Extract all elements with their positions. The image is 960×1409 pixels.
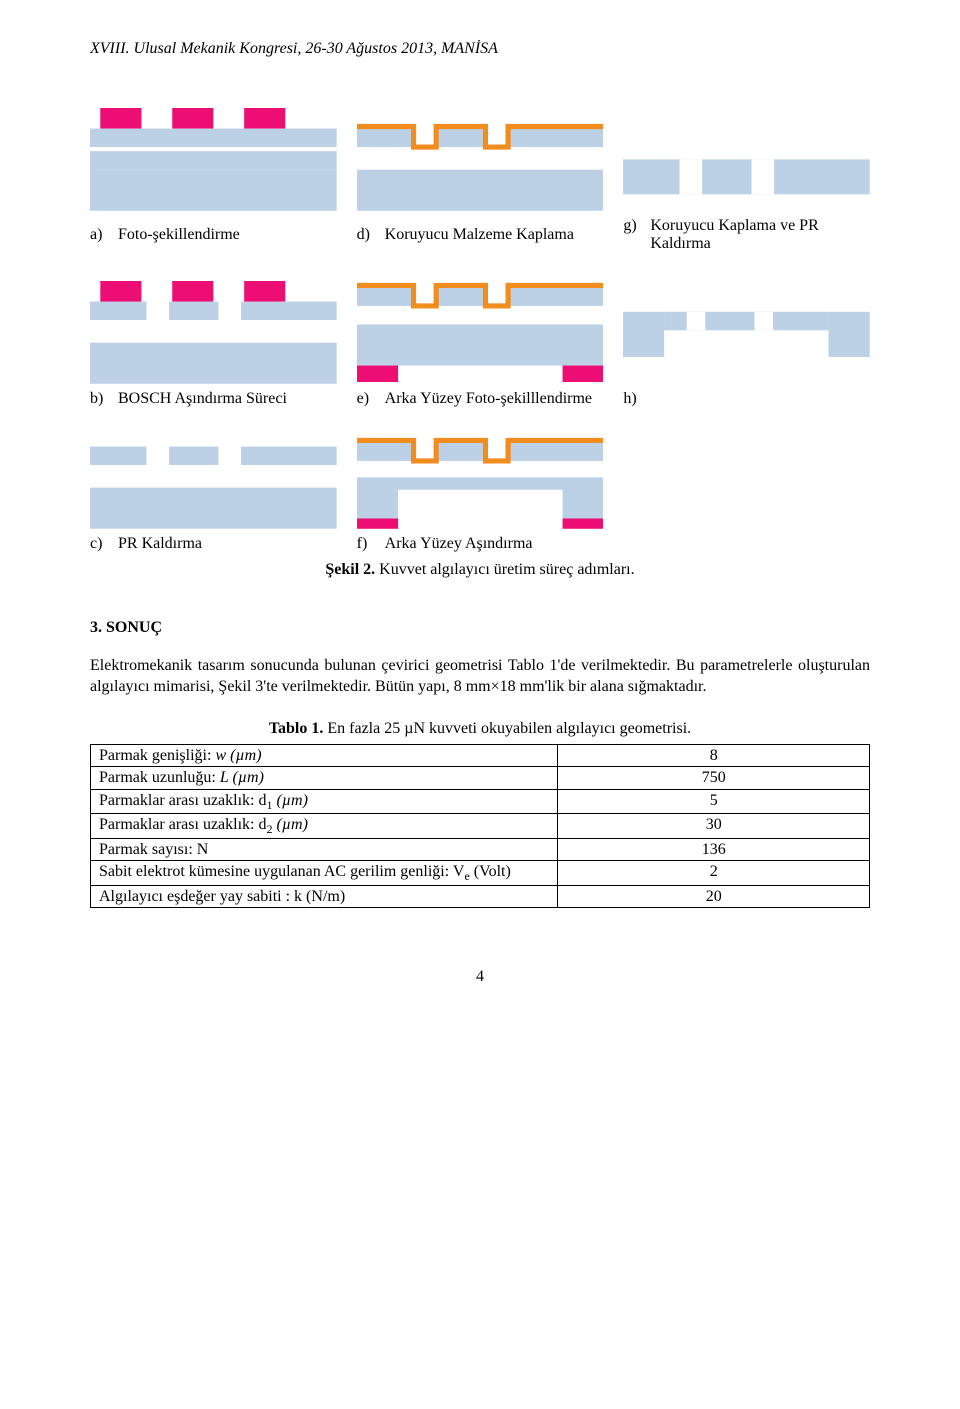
table-value: 30 [558,814,870,838]
fig-f-caption: f) Arka Yüzey Aşındırma [357,535,604,553]
table-caption-prefix: Tablo 1. [269,720,328,737]
fig-c-label: c) [90,535,108,553]
page-number: 4 [90,968,870,986]
table-value: 8 [558,744,870,767]
fig-g-img [623,108,870,211]
page-header: XVIII. Ulusal Mekanik Kongresi, 26-30 Ağ… [90,40,870,58]
fig-b-img [90,281,337,384]
table-value: 136 [558,838,870,861]
table-value: 5 [558,789,870,813]
table-row: Parmak genişliği: w (µm)8 [91,744,870,767]
fig-h-label: h) [623,390,641,408]
figure-caption-row-3: c) PR Kaldırma f) Arka Yüzey Aşındırma [90,535,870,553]
fig-g-caption: g) Koruyucu Kaplama ve PR Kaldırma [623,217,870,253]
fig-d-text: Koruyucu Malzeme Kaplama [385,226,574,244]
table-param: Parmaklar arası uzaklık: d1 (µm) [91,789,558,813]
fig-a-img [90,108,337,211]
figure-2: a) Foto-şekillendirme d) Koruyucu Malzem… [90,108,870,579]
fig-a-caption: a) Foto-şekillendirme [90,226,337,244]
fig-e-text: Arka Yüzey Foto-şekilllendirme [385,390,592,408]
fig-c-caption: c) PR Kaldırma [90,535,337,553]
table-param: Parmak sayısı: N [91,838,558,861]
table-value: 20 [558,885,870,908]
fig-b-label: b) [90,390,108,408]
fig-e-label: e) [357,390,375,408]
fig-d-img [357,108,604,211]
figure-caption-prefix: Şekil 2. [325,561,379,578]
fig-f-text: Arka Yüzey Aşındırma [385,535,533,553]
table-row: Parmak sayısı: N136 [91,838,870,861]
table-param: Algılayıcı eşdeğer yay sabiti : k (N/m) [91,885,558,908]
fig-d-caption: d) Koruyucu Malzeme Kaplama [357,226,604,244]
table-1: Parmak genişliği: w (µm)8Parmak uzunluğu… [90,744,870,909]
table-row: Parmak uzunluğu: L (µm)750 [91,767,870,790]
fig-b-caption: b) BOSCH Aşındırma Süreci [90,390,337,408]
table-row: Sabit elektrot kümesine uygulanan AC ger… [91,861,870,885]
section-heading: 3. SONUÇ [90,619,870,637]
figure-row-1 [90,108,870,211]
table-row: Algılayıcı eşdeğer yay sabiti : k (N/m)2… [91,885,870,908]
fig-h-caption: h) [623,390,870,408]
table-row: Parmaklar arası uzaklık: d2 (µm)30 [91,814,870,838]
fig-h-img [623,281,870,384]
table-param: Parmak uzunluğu: L (µm) [91,767,558,790]
fig-d-label: d) [357,226,375,244]
table-value: 2 [558,861,870,885]
fig-c-img [90,426,337,529]
figure-main-caption: Şekil 2. Kuvvet algılayıcı üretim süreç … [90,561,870,579]
figure-row-2 [90,271,870,384]
figure-row-3 [90,426,870,529]
fig-a-text: Foto-şekillendirme [118,226,240,244]
table-caption-text: En fazla 25 µN kuvveti okuyabilen algıla… [327,720,691,737]
table-row: Parmaklar arası uzaklık: d1 (µm)5 [91,789,870,813]
fig-g-text: Koruyucu Kaplama ve PR Kaldırma [650,217,870,253]
fig-f-img [357,426,604,529]
fig-a-label: a) [90,226,108,244]
fig-c-text: PR Kaldırma [118,535,202,553]
table-param: Sabit elektrot kümesine uygulanan AC ger… [91,861,558,885]
figure-caption-text: Kuvvet algılayıcı üretim süreç adımları. [379,561,634,578]
fig-e-img [357,271,604,384]
table-value: 750 [558,767,870,790]
figure-caption-row-2: b) BOSCH Aşındırma Süreci e) Arka Yüzey … [90,390,870,408]
fig-e-caption: e) Arka Yüzey Foto-şekilllendirme [357,390,604,408]
fig-b-text: BOSCH Aşındırma Süreci [118,390,287,408]
table-param: Parmak genişliği: w (µm) [91,744,558,767]
table-param: Parmaklar arası uzaklık: d2 (µm) [91,814,558,838]
paragraph-1: Elektromekanik tasarım sonucunda bulunan… [90,655,870,698]
figure-caption-row-1: a) Foto-şekillendirme d) Koruyucu Malzem… [90,217,870,253]
fig-f-label: f) [357,535,375,553]
fig-g-label: g) [623,217,640,235]
table-caption: Tablo 1. En fazla 25 µN kuvveti okuyabil… [90,720,870,738]
